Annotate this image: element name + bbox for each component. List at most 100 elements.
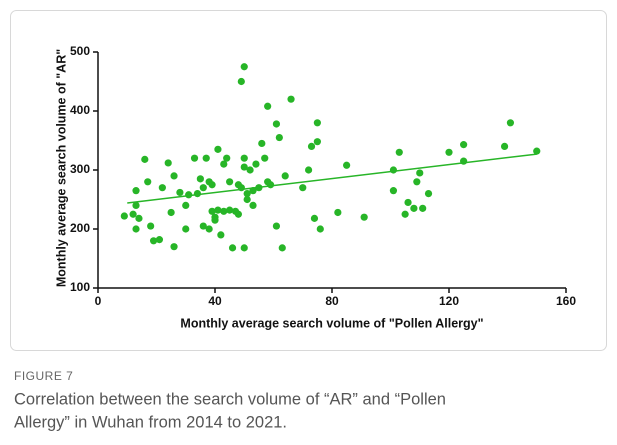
point (226, 206, 234, 214)
point (404, 198, 412, 207)
point (214, 206, 222, 214)
point (228, 244, 237, 252)
point (132, 187, 140, 195)
point (261, 154, 269, 162)
x-tick-label: 40 (208, 294, 222, 308)
x-tick-label: 0 (95, 294, 102, 308)
figure-frame (10, 10, 607, 351)
x-tick-label: 80 (325, 294, 339, 308)
point (264, 102, 272, 110)
point (343, 161, 351, 169)
point (401, 210, 409, 218)
point (460, 141, 468, 149)
point (307, 142, 316, 150)
point (170, 243, 178, 251)
point (208, 207, 216, 215)
point (278, 244, 286, 252)
point (419, 204, 427, 212)
point (132, 201, 140, 209)
point (170, 172, 178, 180)
point (237, 77, 245, 86)
point (416, 169, 424, 177)
caption-line: Allergy” in Wuhan from 2014 to 2021. (14, 413, 287, 431)
point (149, 237, 158, 245)
point (120, 212, 128, 220)
point (190, 154, 199, 162)
point (246, 166, 254, 174)
point (155, 236, 164, 244)
point (243, 190, 251, 198)
point (360, 213, 368, 221)
point (199, 184, 207, 192)
point (249, 201, 257, 209)
point (240, 63, 248, 71)
point (182, 201, 190, 209)
y-tick-label: 400 (70, 103, 90, 117)
point (214, 145, 222, 153)
point (334, 208, 342, 217)
point (313, 138, 321, 146)
point (413, 178, 421, 186)
point (211, 216, 219, 224)
point (305, 166, 313, 174)
point (234, 210, 242, 218)
x-tick-label: 120 (439, 294, 459, 308)
point (299, 184, 307, 192)
point (223, 154, 231, 162)
point (240, 244, 248, 252)
point (240, 154, 248, 162)
y-axis-title: Monthly average search volume of "AR" (54, 49, 68, 287)
point (132, 225, 140, 233)
point (272, 120, 281, 128)
point (129, 210, 137, 218)
point (144, 178, 152, 186)
caption-line: Correlation between the search volume of… (14, 390, 446, 408)
point (275, 133, 283, 142)
point (281, 172, 289, 180)
point (389, 187, 398, 195)
point (167, 208, 175, 217)
point (226, 178, 234, 186)
point (500, 142, 509, 150)
point (424, 190, 433, 198)
y-tick-label: 500 (70, 44, 90, 58)
point (205, 225, 213, 233)
point (196, 175, 204, 183)
point (506, 119, 515, 127)
point (141, 155, 149, 163)
trend-line (127, 153, 537, 204)
point (182, 225, 190, 233)
point (252, 160, 260, 168)
point (266, 181, 275, 189)
point (287, 95, 295, 103)
point (445, 148, 453, 156)
x-axis-title: Monthly average search volume of "Pollen… (180, 316, 483, 330)
point (258, 139, 266, 148)
point (164, 159, 172, 167)
point (272, 222, 281, 230)
point (316, 225, 324, 233)
point (220, 160, 228, 168)
point (176, 188, 184, 197)
y-tick-label: 100 (70, 280, 90, 294)
point (199, 222, 207, 230)
figure-label: FIGURE 7 (14, 369, 73, 383)
point (243, 195, 251, 204)
point (395, 148, 403, 156)
point (410, 204, 418, 212)
point (147, 222, 155, 230)
point (220, 207, 228, 215)
point (135, 214, 143, 222)
point (533, 147, 541, 155)
point (217, 231, 225, 239)
x-tick-label: 160 (556, 294, 576, 308)
point (208, 181, 216, 189)
y-tick-label: 200 (70, 221, 90, 235)
y-tick-label: 300 (70, 162, 90, 176)
point (240, 163, 248, 171)
point (202, 154, 210, 162)
point (389, 166, 398, 174)
point (313, 119, 321, 127)
